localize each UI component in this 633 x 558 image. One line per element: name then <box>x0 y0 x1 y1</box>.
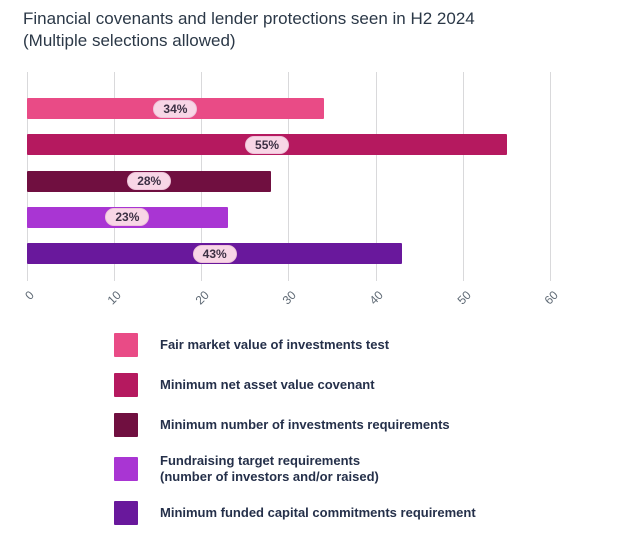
legend-item: Fundraising target requirements (number o… <box>114 453 476 485</box>
legend-label-line: Fair market value of investments test <box>160 337 390 352</box>
bar-value-pill: 34% <box>153 99 198 118</box>
legend-item: Minimum funded capital commitments requi… <box>114 501 476 525</box>
chart-legend: Fair market value of investments test Min… <box>114 333 476 541</box>
gridline <box>288 72 290 281</box>
legend-label: Minimum net asset value covenant <box>160 377 375 393</box>
bar-value-pill: 23% <box>105 208 150 227</box>
legend-item: Minimum net asset value covenant <box>114 373 476 397</box>
bar-value-pill: 55% <box>245 135 290 154</box>
legend-label: Minimum funded capital commitments requi… <box>160 505 476 521</box>
gridline <box>550 72 552 281</box>
legend-label-line: Minimum number of investments requiremen… <box>160 417 450 432</box>
x-tick-label: 0 <box>22 288 37 303</box>
x-axis: 0 10 20 30 40 50 60 <box>22 281 561 329</box>
chart-title: Financial covenants and lender protectio… <box>23 8 475 52</box>
chart-bar: 55% <box>27 134 508 156</box>
legend-label-line: Minimum funded capital commitments requi… <box>160 505 476 520</box>
legend-swatch <box>114 501 138 525</box>
legend-swatch <box>114 373 138 397</box>
chart-bar: 43% <box>27 243 403 265</box>
legend-label: Minimum number of investments requiremen… <box>160 417 450 433</box>
chart-bar: 28% <box>27 170 272 192</box>
legend-label-line: Minimum net asset value covenant <box>160 377 375 392</box>
legend-label-line: Fundraising target requirements <box>160 453 361 468</box>
x-tick-label: 60 <box>541 288 561 308</box>
bar-value-pill: 43% <box>192 244 237 263</box>
chart-title-line2: (Multiple selections allowed) <box>23 31 236 50</box>
legend-item: Fair market value of investments test <box>114 333 476 357</box>
legend-swatch <box>114 457 138 481</box>
gridline <box>375 72 377 281</box>
legend-label: Fair market value of investments test <box>160 337 389 353</box>
chart-bar: 23% <box>27 206 228 228</box>
legend-swatch <box>114 333 138 357</box>
chart-bar: 34% <box>27 98 324 119</box>
legend-swatch <box>114 413 138 437</box>
gridline <box>463 72 464 281</box>
plot-area: 34% 55% 28% 23% 43% <box>26 72 561 281</box>
legend-label: Fundraising target requirements (number o… <box>160 453 379 485</box>
legend-item: Minimum number of investments requiremen… <box>114 413 476 437</box>
bar-value-pill: 28% <box>127 172 172 191</box>
chart-title-line1: Financial covenants and lender protectio… <box>23 9 475 28</box>
legend-label-line: (number of investors and/or raised) <box>160 469 379 484</box>
